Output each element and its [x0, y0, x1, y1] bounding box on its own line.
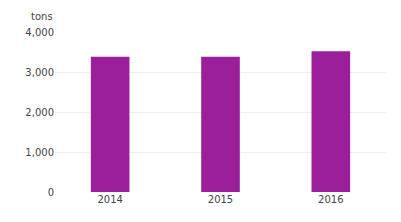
- svg-text:1,000: 1,000: [25, 147, 54, 158]
- svg-text:3,000: 3,000: [25, 67, 54, 78]
- svg-text:0: 0: [48, 187, 54, 198]
- svg-text:2014: 2014: [97, 194, 122, 205]
- svg-text:4,000: 4,000: [25, 27, 54, 38]
- svg-text:2,000: 2,000: [25, 107, 54, 118]
- svg-text:tons: tons: [31, 11, 53, 22]
- svg-text:2016: 2016: [318, 194, 343, 205]
- svg-text:2015: 2015: [208, 194, 233, 205]
